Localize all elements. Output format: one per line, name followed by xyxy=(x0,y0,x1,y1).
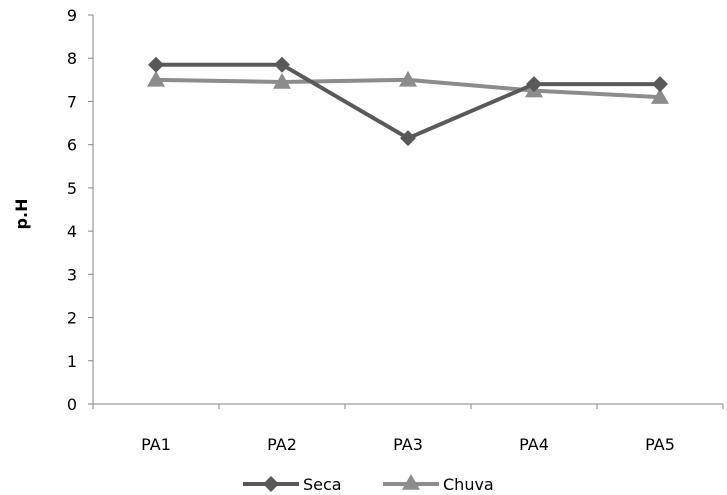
y-tick-label: 0 xyxy=(67,395,77,414)
y-tick-label: 6 xyxy=(67,136,77,155)
legend: Seca Chuva xyxy=(243,474,494,494)
x-tick-label: PA3 xyxy=(393,435,423,454)
x-tick-label: PA5 xyxy=(645,435,675,454)
y-tick-label: 1 xyxy=(67,352,77,371)
y-tick-label: 2 xyxy=(67,309,77,328)
y-tick-label: 9 xyxy=(67,6,77,25)
axes xyxy=(92,15,723,405)
y-tick-label: 4 xyxy=(67,222,77,241)
data-point xyxy=(147,70,165,87)
x-tick-label: PA1 xyxy=(141,435,171,454)
data-point xyxy=(651,88,669,104)
x-tick-label: PA4 xyxy=(519,435,549,454)
legend-label: Seca xyxy=(303,475,342,494)
y-tick-label: 3 xyxy=(67,265,77,284)
y-tick-label: 7 xyxy=(67,92,77,111)
data-point xyxy=(652,76,668,93)
series-layer xyxy=(147,56,669,147)
data-point xyxy=(400,130,416,147)
data-point xyxy=(148,56,164,73)
series-chuva xyxy=(147,70,669,104)
legend-marker xyxy=(402,474,420,490)
series-seca xyxy=(148,56,668,147)
y-axis-title: p.H xyxy=(12,199,31,230)
x-axis-ticks: PA1 PA2 PA3 PA4 PA5 xyxy=(92,404,724,454)
y-tick-label: 8 xyxy=(67,49,77,68)
y-axis-ticks: 0 1 2 3 4 5 6 7 8 9 xyxy=(67,6,93,414)
data-point xyxy=(273,72,291,89)
y-tick-label: 5 xyxy=(67,179,77,198)
legend-label: Chuva xyxy=(443,475,494,494)
data-point xyxy=(274,56,290,73)
data-point xyxy=(399,70,417,87)
data-point xyxy=(526,76,542,93)
legend-marker xyxy=(263,476,279,492)
legend-item: Chuva xyxy=(383,474,494,494)
legend-item: Seca xyxy=(243,475,342,494)
x-tick-label: PA2 xyxy=(267,435,297,454)
